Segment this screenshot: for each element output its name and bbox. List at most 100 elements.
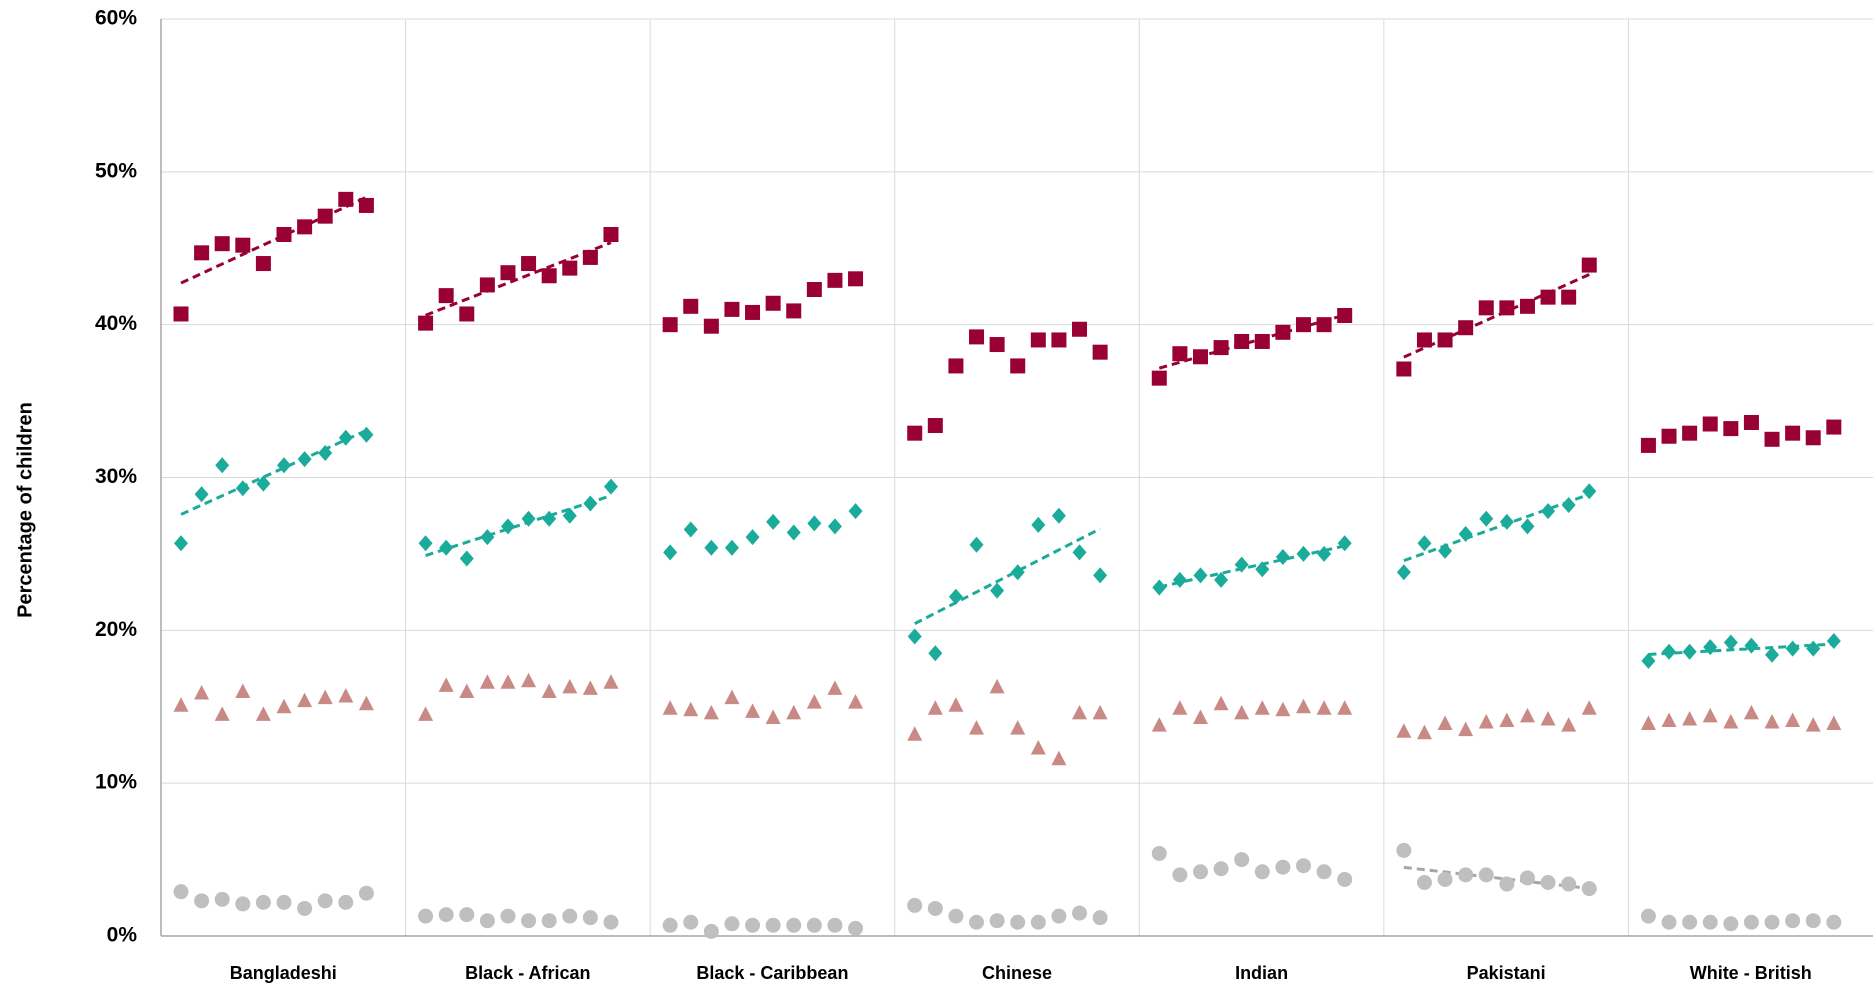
triangle-marker: [1051, 750, 1067, 766]
y-tick-label: 40%: [95, 312, 137, 335]
circle-marker: [1805, 913, 1821, 929]
diamond-marker: [683, 521, 698, 538]
diamond-marker: [1641, 652, 1656, 669]
square-marker: [603, 226, 619, 242]
square-marker: [907, 425, 923, 441]
square-marker: [827, 272, 843, 288]
triangle-marker: [1172, 700, 1188, 715]
diamond-marker: [1744, 637, 1759, 654]
square-marker: [255, 256, 271, 272]
circle-marker: [1151, 845, 1167, 861]
diamond-marker: [603, 478, 618, 495]
triangle-marker: [1192, 709, 1208, 724]
triangle-marker: [1275, 701, 1291, 717]
group-label: Pakistani: [1467, 963, 1546, 983]
diamond-marker: [1458, 526, 1473, 543]
triangle-marker: [317, 689, 333, 705]
circle-marker: [1172, 867, 1188, 883]
triangle-marker: [703, 704, 719, 720]
triangle-marker: [1213, 695, 1229, 711]
square-marker: [1072, 321, 1088, 337]
diamond-marker: [500, 518, 515, 535]
triangle-marker: [1416, 724, 1432, 740]
circle-marker: [358, 885, 374, 901]
square-marker: [1416, 332, 1432, 348]
triangle-marker: [969, 720, 985, 735]
square-marker: [1254, 333, 1270, 349]
circle-marker: [276, 894, 292, 910]
square-marker: [1723, 421, 1739, 437]
triangle-marker: [1478, 714, 1494, 729]
square-marker: [479, 277, 495, 293]
square-marker: [582, 249, 598, 265]
circle-marker: [1010, 914, 1026, 930]
triangle-marker: [1072, 704, 1088, 720]
square-marker: [806, 282, 822, 298]
square-marker: [948, 358, 964, 374]
triangle-marker: [1234, 704, 1250, 720]
diamond-marker: [745, 529, 760, 546]
triangle-marker: [173, 697, 189, 712]
trend-line: [1158, 544, 1346, 589]
square-marker: [765, 295, 781, 311]
triangle-marker: [1295, 698, 1311, 714]
diamond-marker: [704, 539, 719, 556]
trend-line: [1403, 273, 1590, 359]
triangle-marker: [438, 677, 454, 692]
circle-marker: [500, 908, 516, 924]
circle-marker: [806, 917, 822, 933]
diamond-marker: [1561, 497, 1576, 514]
diamond-marker: [1275, 548, 1290, 565]
square-marker: [1785, 425, 1801, 441]
group-label: Chinese: [982, 963, 1052, 983]
square-marker: [214, 236, 230, 252]
square-marker: [1213, 340, 1229, 356]
square-marker: [1396, 361, 1412, 377]
group-label: Black - Caribbean: [696, 963, 848, 983]
circle-marker: [1743, 914, 1759, 930]
diamond-marker: [1703, 639, 1718, 656]
triangle-marker: [927, 700, 943, 715]
square-marker: [1478, 300, 1494, 316]
diamond-marker: [338, 429, 353, 446]
circle-marker: [1192, 864, 1208, 880]
triangle-marker: [562, 678, 578, 694]
triangle-marker: [683, 701, 699, 717]
circle-marker: [1661, 914, 1677, 930]
diamond-marker: [1337, 535, 1352, 552]
y-tick-label: 10%: [95, 771, 137, 794]
circle-marker: [745, 917, 761, 933]
triangle-marker: [297, 692, 313, 708]
circle-marker: [1785, 913, 1801, 929]
circle-marker: [1030, 914, 1046, 930]
triangle-marker: [827, 680, 843, 695]
diamond-marker: [827, 518, 842, 535]
circle-marker: [683, 914, 699, 930]
triangle-marker: [1764, 714, 1780, 729]
circle-marker: [765, 917, 781, 933]
diamond-marker: [1765, 646, 1780, 663]
square-marker: [1805, 430, 1821, 446]
square-marker: [1661, 428, 1677, 444]
square-marker: [1519, 298, 1535, 314]
circle-marker: [1458, 867, 1474, 883]
diamond-marker: [194, 486, 209, 503]
diamond-marker: [235, 480, 250, 497]
diamond-marker: [807, 515, 822, 532]
triangle-marker: [786, 704, 802, 720]
diamond-marker: [459, 550, 474, 567]
square-marker: [1316, 317, 1332, 333]
circle-marker: [1499, 876, 1515, 892]
diamond-marker: [1255, 561, 1270, 578]
square-marker: [745, 304, 761, 320]
triangle-marker: [1030, 740, 1046, 755]
diamond-marker: [1093, 567, 1108, 584]
diamond-marker: [1479, 510, 1494, 527]
circle-marker: [603, 914, 619, 930]
circle-marker: [1540, 875, 1556, 891]
circle-marker: [438, 907, 454, 923]
triangle-marker: [214, 706, 230, 721]
square-marker: [235, 237, 251, 253]
circle-marker: [173, 884, 189, 900]
